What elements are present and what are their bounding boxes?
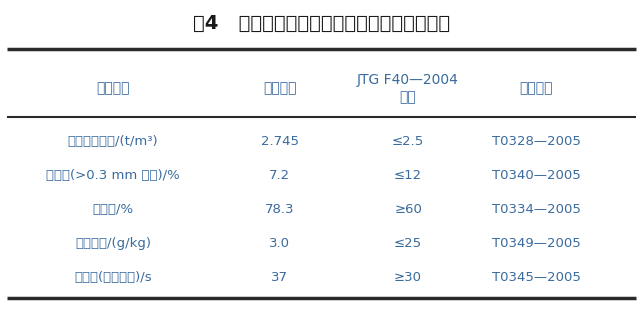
Text: ≥30: ≥30 xyxy=(394,271,422,284)
Text: ≤25: ≤25 xyxy=(394,237,422,250)
Text: ≤2.5: ≤2.5 xyxy=(392,135,424,149)
Text: 坚固性(>0.3 mm 部分)/%: 坚固性(>0.3 mm 部分)/% xyxy=(46,169,180,182)
Text: 3.0: 3.0 xyxy=(269,237,290,250)
Text: 试验方法: 试验方法 xyxy=(520,81,553,95)
Text: 表观相对密度/(t/m³): 表观相对密度/(t/m³) xyxy=(68,135,158,149)
Text: 78.3: 78.3 xyxy=(265,203,294,216)
Text: 7.2: 7.2 xyxy=(269,169,291,182)
Text: 测试项目: 测试项目 xyxy=(96,81,130,95)
Text: T0334—2005: T0334—2005 xyxy=(492,203,581,216)
Text: ≤12: ≤12 xyxy=(394,169,422,182)
Text: JTG F40—2004
要求: JTG F40—2004 要求 xyxy=(357,73,459,104)
Text: 棱角性(流动时间)/s: 棱角性(流动时间)/s xyxy=(74,271,152,284)
Text: 2.745: 2.745 xyxy=(261,135,299,149)
Text: 砂当量/%: 砂当量/% xyxy=(93,203,134,216)
Text: 37: 37 xyxy=(271,271,288,284)
Text: T0345—2005: T0345—2005 xyxy=(492,271,581,284)
Text: 测试结果: 测试结果 xyxy=(263,81,296,95)
Text: T0340—2005: T0340—2005 xyxy=(492,169,581,182)
Text: ≥60: ≥60 xyxy=(394,203,422,216)
Text: T0349—2005: T0349—2005 xyxy=(492,237,581,250)
Text: 亚甲蓝值/(g/kg): 亚甲蓝值/(g/kg) xyxy=(75,237,151,250)
Text: 表4   广西某石场石灰岩机制砂的主要性能指标: 表4 广西某石场石灰岩机制砂的主要性能指标 xyxy=(193,13,450,32)
Text: T0328—2005: T0328—2005 xyxy=(492,135,581,149)
